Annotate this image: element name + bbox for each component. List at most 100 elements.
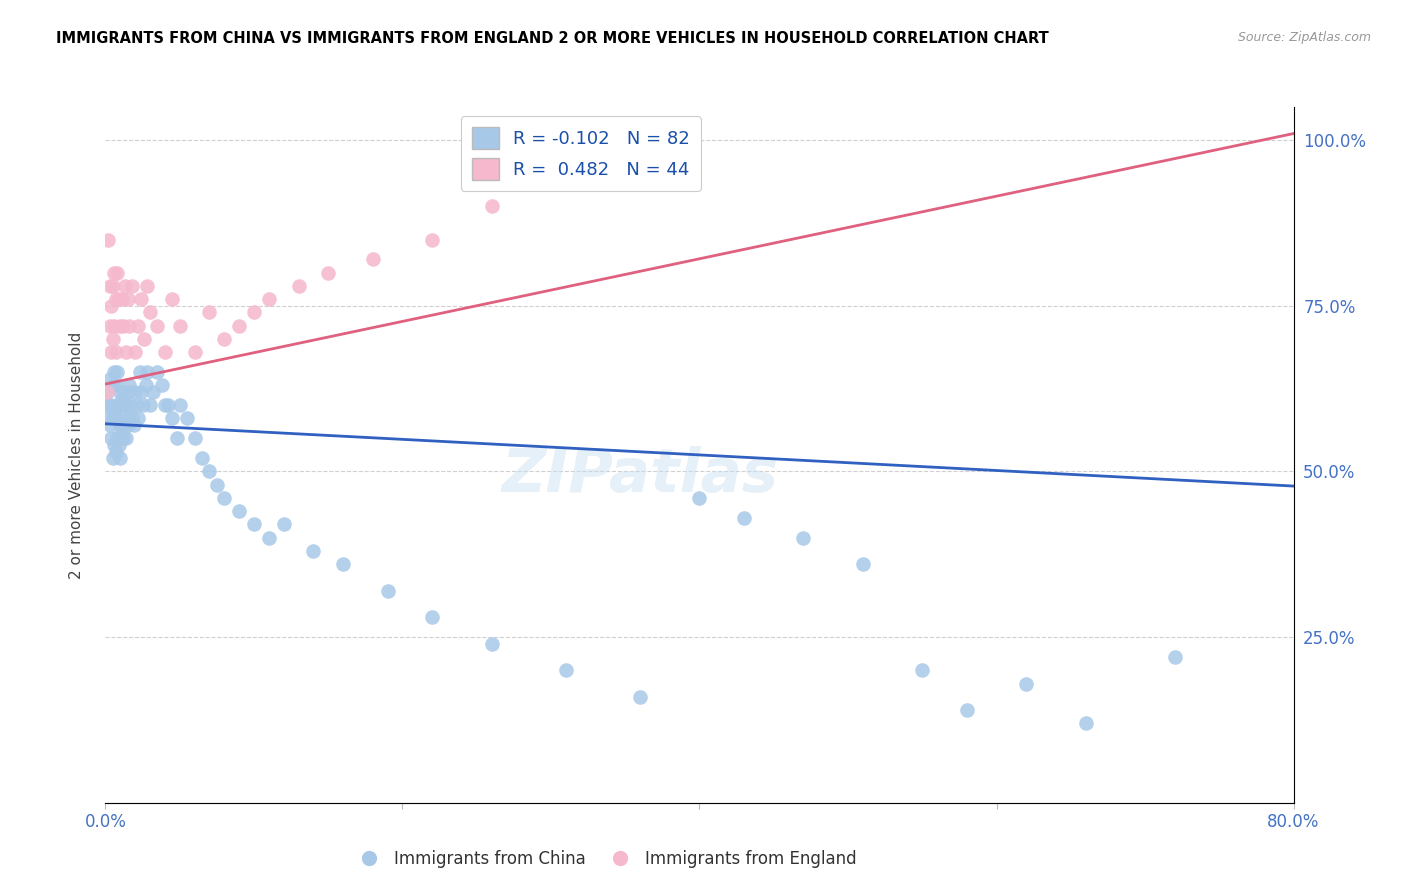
- Point: [114, 279, 136, 293]
- Point: [420, 610, 443, 624]
- Point: [105, 431, 128, 445]
- Point: [146, 365, 169, 379]
- Point: [316, 266, 339, 280]
- Point: [117, 418, 139, 433]
- Point: [111, 292, 134, 306]
- Point: [156, 398, 179, 412]
- Point: [108, 405, 131, 419]
- Point: [110, 384, 132, 399]
- Point: [120, 398, 142, 412]
- Point: [104, 411, 127, 425]
- Point: [101, 332, 124, 346]
- Point: [103, 365, 125, 379]
- Point: [243, 305, 266, 319]
- Point: [257, 531, 280, 545]
- Point: [100, 431, 122, 445]
- Point: [176, 411, 198, 425]
- Point: [98, 318, 121, 333]
- Point: [105, 398, 128, 412]
- Point: [122, 418, 145, 433]
- Point: [111, 425, 134, 439]
- Point: [169, 318, 191, 333]
- Point: [118, 318, 141, 333]
- Point: [112, 318, 135, 333]
- Point: [169, 398, 191, 412]
- Point: [114, 418, 136, 433]
- Point: [162, 411, 184, 425]
- Text: Source: ZipAtlas.com: Source: ZipAtlas.com: [1237, 31, 1371, 45]
- Point: [198, 305, 221, 319]
- Point: [228, 504, 250, 518]
- Point: [96, 384, 118, 399]
- Point: [100, 398, 122, 412]
- Point: [103, 318, 125, 333]
- Point: [128, 365, 150, 379]
- Point: [108, 438, 131, 452]
- Point: [183, 345, 205, 359]
- Point: [127, 318, 149, 333]
- Point: [129, 384, 152, 399]
- Point: [162, 292, 184, 306]
- Point: [96, 384, 118, 399]
- Point: [98, 418, 121, 433]
- Point: [136, 365, 159, 379]
- Point: [852, 558, 875, 572]
- Y-axis label: 2 or more Vehicles in Household: 2 or more Vehicles in Household: [69, 331, 84, 579]
- Point: [108, 292, 131, 306]
- Point: [228, 318, 250, 333]
- Point: [420, 233, 443, 247]
- Point: [112, 398, 135, 412]
- Point: [1074, 716, 1097, 731]
- Point: [127, 411, 149, 425]
- Point: [101, 451, 124, 466]
- Point: [257, 292, 280, 306]
- Point: [125, 398, 148, 412]
- Point: [183, 431, 205, 445]
- Point: [115, 431, 138, 445]
- Point: [153, 345, 176, 359]
- Point: [129, 292, 152, 306]
- Point: [96, 411, 118, 425]
- Point: [121, 279, 143, 293]
- Point: [146, 318, 169, 333]
- Point: [287, 279, 309, 293]
- Point: [131, 398, 153, 412]
- Point: [103, 438, 125, 452]
- Point: [97, 398, 120, 412]
- Point: [105, 266, 128, 280]
- Point: [101, 411, 124, 425]
- Point: [117, 292, 139, 306]
- Point: [111, 392, 134, 406]
- Point: [153, 398, 176, 412]
- Point: [139, 398, 162, 412]
- Point: [689, 491, 711, 505]
- Point: [150, 378, 173, 392]
- Point: [98, 279, 121, 293]
- Point: [377, 583, 399, 598]
- Point: [166, 431, 188, 445]
- Legend: Immigrants from China, Immigrants from England: Immigrants from China, Immigrants from E…: [346, 843, 863, 874]
- Point: [733, 511, 755, 525]
- Point: [112, 431, 135, 445]
- Point: [117, 384, 139, 399]
- Point: [118, 411, 141, 425]
- Point: [554, 663, 576, 677]
- Point: [105, 365, 128, 379]
- Point: [1164, 650, 1187, 665]
- Point: [110, 418, 132, 433]
- Point: [110, 318, 132, 333]
- Point: [103, 405, 125, 419]
- Point: [104, 378, 127, 392]
- Point: [104, 292, 127, 306]
- Point: [135, 378, 157, 392]
- Point: [132, 332, 155, 346]
- Point: [911, 663, 934, 677]
- Text: IMMIGRANTS FROM CHINA VS IMMIGRANTS FROM ENGLAND 2 OR MORE VEHICLES IN HOUSEHOLD: IMMIGRANTS FROM CHINA VS IMMIGRANTS FROM…: [56, 31, 1049, 46]
- Point: [142, 384, 165, 399]
- Point: [243, 517, 266, 532]
- Point: [198, 465, 221, 479]
- Point: [139, 305, 162, 319]
- Point: [110, 451, 132, 466]
- Point: [114, 384, 136, 399]
- Point: [100, 345, 122, 359]
